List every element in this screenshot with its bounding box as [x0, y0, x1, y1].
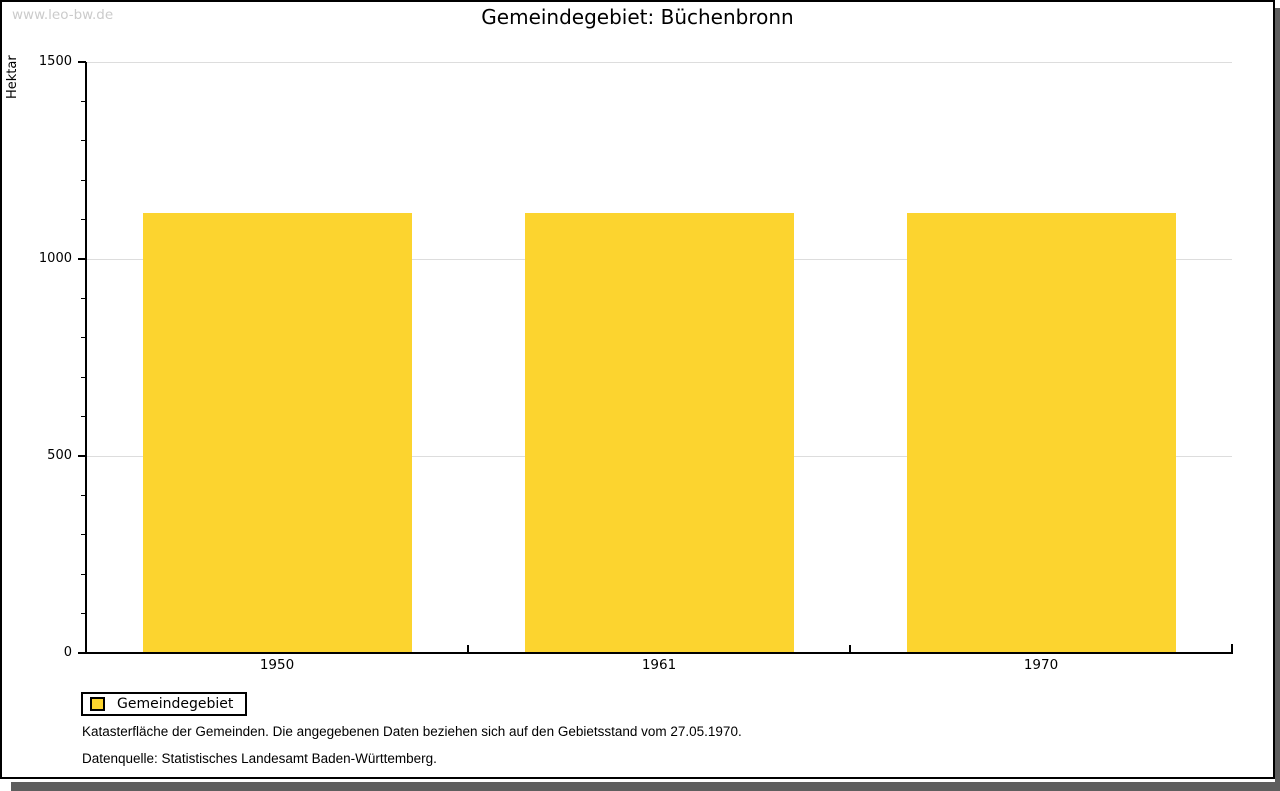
y-minor-tick — [81, 416, 86, 418]
y-tick — [78, 61, 86, 63]
x-tick-label: 1961 — [641, 657, 677, 673]
footnote-data-source: Datenquelle: Statistisches Landesamt Bad… — [82, 751, 437, 766]
y-minor-tick — [81, 219, 86, 221]
watermark: www.leo-bw.de — [12, 7, 114, 23]
bar — [143, 213, 412, 653]
y-minor-tick — [81, 100, 86, 102]
x-tick-label: 1970 — [1023, 657, 1059, 673]
y-minor-tick — [81, 376, 86, 378]
y-minor-tick — [81, 337, 86, 339]
y-minor-tick — [81, 297, 86, 299]
y-tick-label: 0 — [63, 645, 72, 660]
y-tick-label: 500 — [47, 448, 72, 463]
y-minor-tick — [81, 613, 86, 615]
x-axis-line — [85, 652, 1233, 654]
y-minor-tick — [81, 534, 86, 536]
footnote-data-description: Katasterfläche der Gemeinden. Die angege… — [82, 724, 742, 739]
y-minor-tick — [81, 494, 86, 496]
y-tick-label: 1000 — [38, 251, 72, 266]
bar — [907, 213, 1176, 653]
legend-label: Gemeindegebiet — [117, 696, 234, 712]
legend-swatch-icon — [90, 697, 105, 711]
y-minor-tick — [81, 179, 86, 181]
bar — [525, 213, 794, 653]
legend: Gemeindegebiet — [81, 692, 248, 716]
y-tick — [78, 258, 86, 260]
y-tick-label: 1500 — [38, 54, 72, 69]
window-shadow-right — [1275, 8, 1280, 791]
x-separator-tick — [467, 645, 469, 652]
page-title: Gemeindegebiet: Büchenbronn — [481, 5, 794, 29]
x-axis-end-tick — [1231, 644, 1233, 652]
window-shadow-bottom — [11, 782, 1280, 791]
x-separator-tick — [849, 645, 851, 652]
y-minor-tick — [81, 573, 86, 575]
y-minor-tick — [81, 140, 86, 142]
y-axis-line — [85, 62, 87, 654]
x-tick-label: 1950 — [259, 657, 295, 673]
y-tick — [78, 652, 86, 654]
gridline — [86, 61, 1232, 63]
y-tick — [78, 455, 86, 457]
